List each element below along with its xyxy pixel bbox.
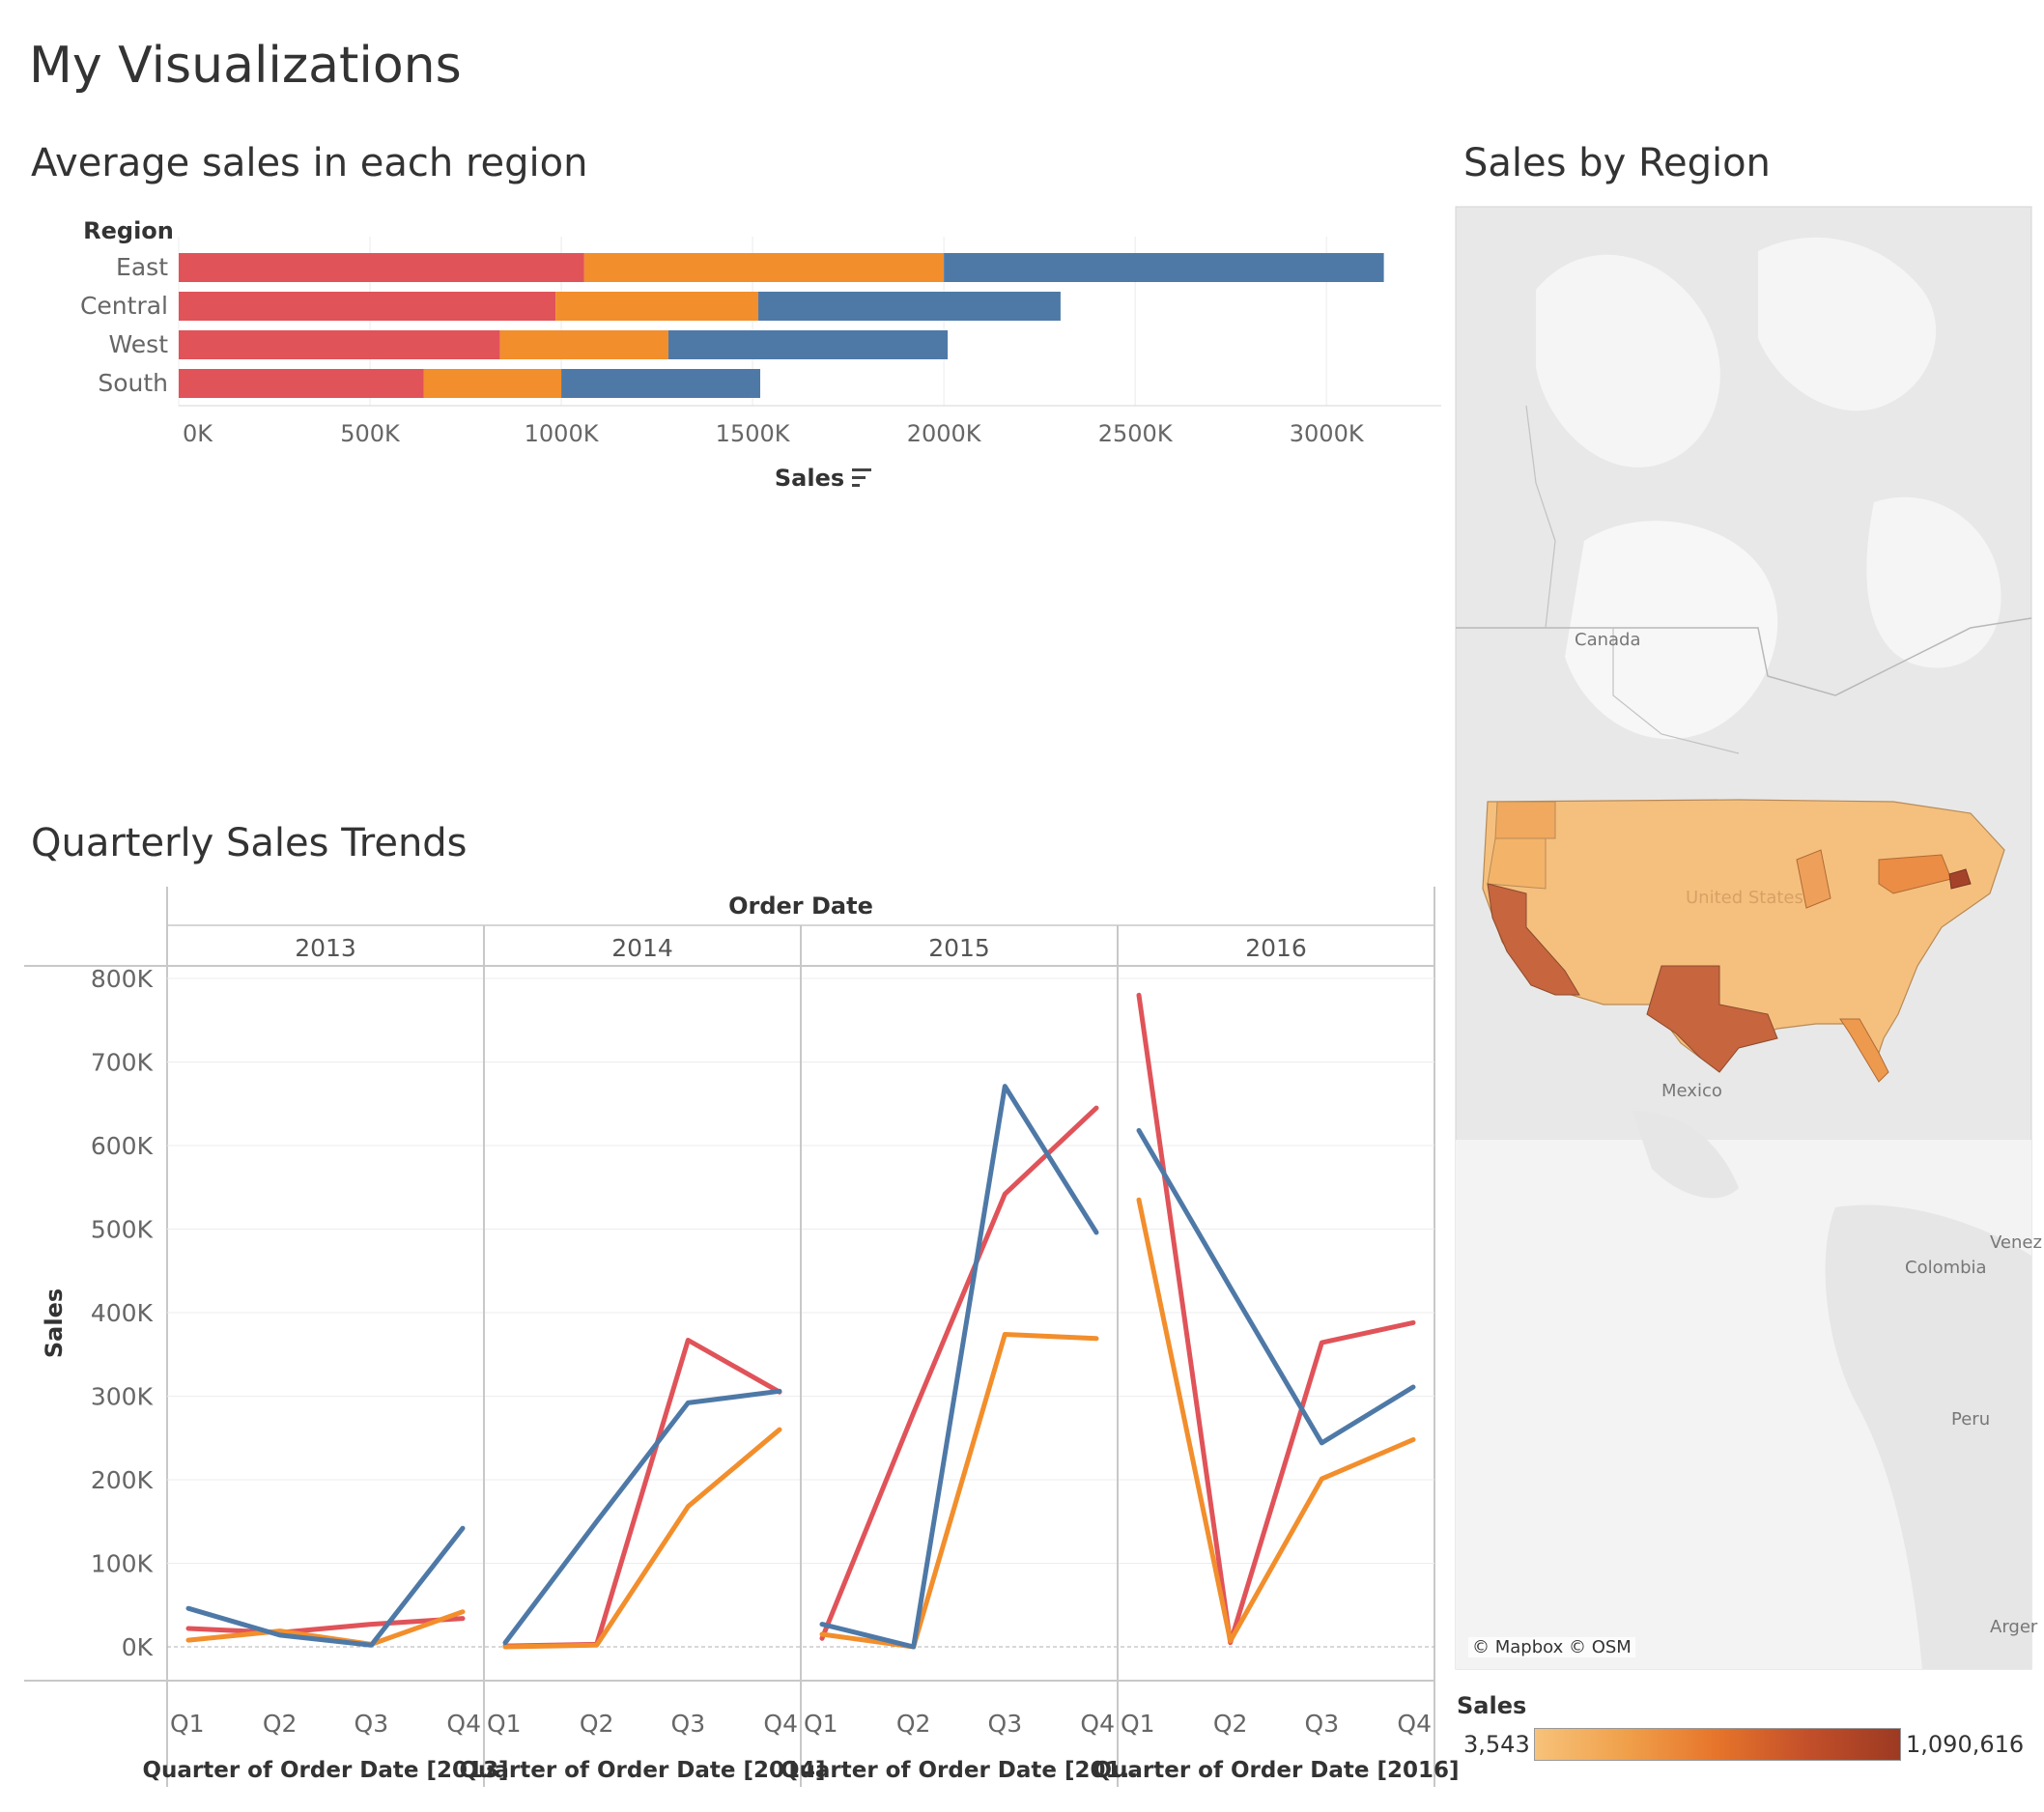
map-label-venezuela: Venez bbox=[1990, 1232, 2042, 1253]
bar-chart-title: Average sales in each region bbox=[31, 141, 588, 185]
line-chart-title: Quarterly Sales Trends bbox=[31, 821, 468, 865]
map-label-canada: Canada bbox=[1575, 630, 1641, 650]
map-label-peru: Peru bbox=[1951, 1409, 1990, 1430]
legend-min-label: 3,543 bbox=[1463, 1731, 1530, 1758]
map-title: Sales by Region bbox=[1463, 141, 1771, 185]
map-label-argentina: Arger bbox=[1990, 1617, 2038, 1637]
legend-title: Sales bbox=[1457, 1692, 1527, 1719]
map-label-colombia: Colombia bbox=[1905, 1258, 1987, 1278]
legend-max-label: 1,090,616 bbox=[1906, 1731, 2025, 1758]
color-legend-bar bbox=[1534, 1728, 1901, 1761]
map-credit[interactable]: © Mapbox © OSM bbox=[1468, 1637, 1635, 1657]
us-states[interactable] bbox=[1482, 799, 2005, 1083]
page-title: My Visualizations bbox=[29, 37, 462, 95]
map-label-united-states: United States bbox=[1686, 888, 1803, 908]
map-place-labels: Canada United States Mexico Colombia Per… bbox=[1575, 630, 2042, 1637]
map-label-mexico: Mexico bbox=[1661, 1081, 1722, 1101]
